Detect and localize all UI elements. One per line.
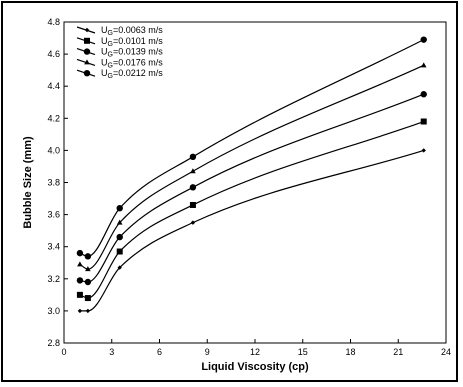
y-tick-label: 3.8 xyxy=(47,178,60,188)
legend-subscript: G xyxy=(108,52,113,59)
data-point xyxy=(84,278,92,286)
data-point xyxy=(116,233,123,241)
data-point xyxy=(420,62,427,68)
x-tick-label: 3 xyxy=(109,347,114,357)
legend: UG=0.0063 m/sUG=0.0101 m/sUG=0.0139 m/sU… xyxy=(76,25,163,80)
y-tick-label: 4.6 xyxy=(47,49,60,59)
data-point xyxy=(189,153,197,161)
x-tick-label: 18 xyxy=(345,347,355,357)
series-line xyxy=(79,149,424,312)
legend-prefix: U xyxy=(101,47,108,57)
x-tick-label: 12 xyxy=(250,347,260,357)
legend-label: UG=0.0212 m/s xyxy=(101,68,163,80)
legend-marker xyxy=(84,37,90,44)
legend-subscript: G xyxy=(108,30,113,37)
x-tick-label: 0 xyxy=(61,347,66,357)
data-point xyxy=(77,261,83,267)
legend-prefix: U xyxy=(101,36,108,46)
series-line xyxy=(79,93,424,283)
data-point xyxy=(116,204,123,212)
legend-prefix: U xyxy=(101,57,108,67)
legend-value: =0.0139 m/s xyxy=(113,47,163,57)
data-point xyxy=(84,253,92,260)
legend-value: =0.0176 m/s xyxy=(113,57,163,67)
legend-marker xyxy=(84,59,90,65)
x-tick-label: 15 xyxy=(298,347,308,357)
data-point xyxy=(76,291,83,298)
series-5 xyxy=(76,36,427,260)
x-tick-label: 24 xyxy=(441,347,451,357)
series-line xyxy=(79,120,424,299)
data-point xyxy=(117,265,122,270)
bubble-size-chart: 0 3 6 9 12 15 18 21 24 2.8 3.0 3.2 3.4 3.6 3.8 4.0 4.2 4… xyxy=(22,17,451,373)
legend-label: UG=0.0139 m/s xyxy=(101,47,163,59)
data-point xyxy=(421,148,426,153)
legend-entry-5: UG=0.0212 m/s xyxy=(76,68,163,80)
legend-subscript: G xyxy=(108,62,113,69)
data-point xyxy=(116,248,123,255)
series-4 xyxy=(77,62,427,272)
chart-frame: 0 3 6 9 12 15 18 21 24 2.8 3.0 3.2 3.4 3.6 3.8 4.0 4.2 4… xyxy=(1,1,458,382)
x-axis-title: Liquid Viscosity (cp) xyxy=(201,361,309,373)
y-tick-label: 4.0 xyxy=(47,145,60,155)
legend-entry-1: UG=0.0063 m/s xyxy=(76,25,163,37)
data-point xyxy=(420,36,427,43)
legend-label: UG=0.0101 m/s xyxy=(101,36,163,48)
y-tick-label: 3.0 xyxy=(47,306,60,316)
legend-entry-2: UG=0.0101 m/s xyxy=(76,36,163,48)
data-point xyxy=(84,295,91,302)
y-tick-label: 3.4 xyxy=(47,242,60,252)
legend-value: =0.0101 m/s xyxy=(113,36,163,46)
y-tick-label: 4.2 xyxy=(47,113,60,123)
legend-marker xyxy=(84,27,90,33)
data-point xyxy=(420,91,427,98)
x-tick-label: 21 xyxy=(393,347,403,357)
series-group xyxy=(76,36,427,314)
data-point xyxy=(420,118,427,125)
data-point xyxy=(85,266,91,272)
data-point xyxy=(116,219,123,225)
data-point xyxy=(77,308,83,314)
y-axis: 2.8 3.0 3.2 3.4 3.6 3.8 4.0 4.2 4.4 4.6 4.8 xyxy=(47,17,68,348)
y-tick-label: 2.8 xyxy=(47,338,60,348)
y-tick-label: 3.6 xyxy=(47,210,60,220)
data-point xyxy=(189,184,197,191)
x-tick-label: 9 xyxy=(205,347,210,357)
legend-marker xyxy=(83,70,91,77)
y-tick-label: 4.4 xyxy=(47,81,60,91)
legend-prefix: U xyxy=(101,68,108,78)
data-point xyxy=(76,249,84,257)
data-point xyxy=(76,277,84,284)
y-tick-label: 4.8 xyxy=(47,17,60,27)
legend-prefix: U xyxy=(101,25,108,35)
series-2 xyxy=(76,118,427,302)
data-point xyxy=(85,308,91,314)
x-tick-label: 6 xyxy=(157,347,162,357)
y-axis-title: Bubble Size (mm) xyxy=(22,136,34,229)
legend-label: UG=0.0063 m/s xyxy=(101,25,163,37)
data-point xyxy=(190,220,196,225)
series-line xyxy=(79,64,424,270)
legend-subscript: G xyxy=(108,41,113,48)
legend-value: =0.0212 m/s xyxy=(113,68,163,78)
legend-value: =0.0063 m/s xyxy=(113,25,163,35)
x-axis: 0 3 6 9 12 15 18 21 24 xyxy=(61,339,451,357)
legend-subscript: G xyxy=(108,73,113,80)
series-1 xyxy=(77,148,426,314)
data-point xyxy=(190,168,196,174)
legend-entry-3: UG=0.0139 m/s xyxy=(76,47,163,59)
series-3 xyxy=(76,91,427,286)
legend-marker xyxy=(83,48,91,55)
legend-entry-4: UG=0.0176 m/s xyxy=(76,57,163,69)
y-tick-label: 3.2 xyxy=(47,274,60,284)
legend-label: UG=0.0176 m/s xyxy=(101,57,163,69)
data-point xyxy=(189,201,196,208)
